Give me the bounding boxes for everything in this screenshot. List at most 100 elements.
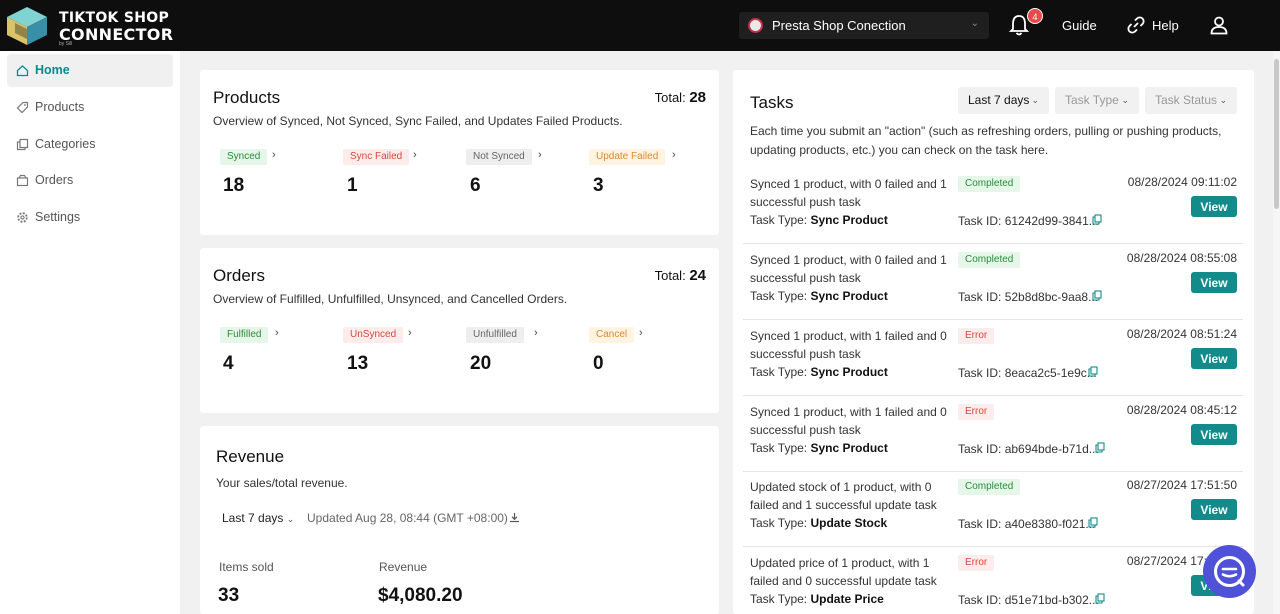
copy-icon[interactable] — [1088, 366, 1098, 377]
update-failed-tag[interactable]: Update Failed — [589, 149, 666, 165]
task-id: Task ID: 52b8d8bc-9aa8... — [958, 290, 1098, 304]
task-id: Task ID: d51e71bd-b302... — [958, 593, 1099, 607]
not-synced-count: 6 — [470, 175, 481, 196]
sync-failed-tag[interactable]: Sync Failed — [343, 149, 410, 165]
task-id: Task ID: 8eaca2c5-1e9c... — [958, 366, 1097, 380]
cancel-tag[interactable]: Cancel — [589, 327, 635, 343]
revenue-range-select[interactable]: Last 7 days ⌄ — [222, 511, 294, 525]
copy-icon[interactable] — [1088, 517, 1098, 528]
chevron-down-icon: ⌄ — [1031, 95, 1039, 105]
task-id-value: a40e8380-f021... — [1004, 517, 1096, 531]
view-button[interactable]: View — [1191, 424, 1237, 445]
products-title: Products — [213, 88, 281, 107]
orders-subtitle: Overview of Fulfilled, Unfulfilled, Unsy… — [213, 292, 568, 306]
total-label: Total: — [654, 90, 686, 105]
brand-logo[interactable]: TIKTOK SHOP CONNECTOR by Sill — [5, 5, 173, 47]
bell-icon[interactable] — [1008, 13, 1030, 37]
shop-selector-label: Presta Shop Conection — [772, 18, 906, 33]
view-button[interactable]: View — [1191, 499, 1237, 520]
copy-icon[interactable] — [1092, 290, 1102, 301]
shop-selector[interactable]: Presta Shop Conection ⌄ — [739, 12, 989, 39]
scrollbar-thumb[interactable] — [1274, 59, 1279, 209]
task-id-value: 52b8d8bc-9aa8... — [1004, 290, 1099, 304]
task-id-value: ab694bde-b71d... — [1004, 442, 1099, 456]
sidebar-item-label: Orders — [35, 173, 74, 187]
chevron-right-icon[interactable]: › — [408, 327, 412, 339]
top-bar: TIKTOK SHOP CONNECTOR by Sill Presta Sho… — [0, 0, 1280, 51]
task-id-label: Task ID: — [958, 442, 1002, 456]
help-link[interactable]: Help — [1152, 18, 1179, 33]
box-icon — [16, 174, 29, 187]
items-sold-label: Items sold — [219, 560, 274, 574]
total-label: Total: — [654, 268, 686, 283]
status-badge: Completed — [958, 252, 1021, 268]
task-date: 08/28/2024 08:55:08 — [1126, 251, 1237, 265]
chevron-down-icon: ⌄ — [1219, 95, 1227, 105]
view-button[interactable]: View — [1191, 272, 1237, 293]
sidebar-item-categories[interactable]: Categories — [7, 128, 173, 161]
task-type-label: Task Type: — [750, 441, 808, 455]
status-badge: Error — [958, 555, 995, 571]
task-row: Updated stock of 1 product, with 0 faile… — [743, 471, 1243, 547]
chevron-down-icon: ⌄ — [1121, 95, 1129, 105]
task-type-filter[interactable]: Task Type ⌄ — [1055, 87, 1139, 114]
task-row: Synced 1 product, with 0 failed and 1 su… — [743, 244, 1243, 320]
task-id: Task ID: 61242d99-3841... — [958, 214, 1099, 228]
revenue-updated: Updated Aug 28, 08:44 (GMT +08:00) — [307, 511, 508, 525]
download-icon[interactable] — [509, 512, 520, 523]
notification-badge: 4 — [1027, 8, 1043, 24]
task-description: Synced 1 product, with 1 failed and 0 su… — [750, 405, 947, 437]
orders-card: Orders Total: 24 Overview of Fulfilled, … — [200, 248, 719, 413]
chevron-right-icon[interactable]: › — [272, 149, 276, 161]
task-status-filter[interactable]: Task Status ⌄ — [1145, 87, 1237, 114]
sidebar-item-orders[interactable]: Orders — [7, 164, 173, 197]
products-total: Total: 28 — [655, 89, 706, 106]
view-button[interactable]: View — [1191, 196, 1237, 217]
copy-icon[interactable] — [1095, 593, 1105, 604]
sidebar-item-label: Settings — [35, 210, 81, 224]
chevron-right-icon[interactable]: › — [413, 149, 417, 161]
chevron-right-icon[interactable]: › — [639, 327, 643, 339]
task-id: Task ID: a40e8380-f021... — [958, 517, 1095, 531]
status-badge: Error — [958, 404, 995, 420]
task-type-label: Task Type: — [750, 289, 808, 303]
gear-icon — [17, 212, 28, 223]
chevron-right-icon[interactable]: › — [275, 327, 279, 339]
chat-button[interactable] — [1203, 545, 1256, 598]
chevron-right-icon[interactable]: › — [534, 327, 538, 339]
chevron-down-icon: ⌄ — [286, 514, 295, 524]
task-type: Task Type: Update Stock — [750, 516, 887, 530]
sidebar: Home Products Categories Orders Settings — [0, 51, 180, 614]
total-value: 24 — [689, 267, 706, 284]
task-id-label: Task ID: — [958, 517, 1002, 531]
status-badge: Completed — [958, 176, 1021, 192]
unfulfilled-tag[interactable]: Unfulfilled — [466, 327, 524, 343]
brand-line-1: TIKTOK SHOP — [59, 10, 170, 26]
chevron-right-icon[interactable]: › — [538, 149, 542, 161]
sidebar-item-settings[interactable]: Settings — [7, 201, 173, 234]
copy-icon[interactable] — [1095, 442, 1105, 453]
sidebar-item-products[interactable]: Products — [7, 91, 173, 124]
sidebar-item-home[interactable]: Home — [7, 54, 173, 87]
unsynced-count: 13 — [347, 353, 369, 374]
link-icon[interactable] — [1127, 16, 1145, 34]
brand-line-2: CONNECTOR — [59, 25, 174, 44]
copy-icon[interactable] — [1092, 214, 1102, 225]
synced-count: 18 — [223, 175, 245, 196]
date-range-filter[interactable]: Last 7 days ⌄ — [958, 87, 1049, 114]
task-type: Task Type: Sync Product — [750, 213, 888, 227]
synced-tag[interactable]: Synced — [220, 149, 268, 165]
view-button[interactable]: View — [1191, 348, 1237, 369]
not-synced-tag[interactable]: Not Synced — [466, 149, 532, 165]
guide-link[interactable]: Guide — [1062, 18, 1097, 33]
task-type: Task Type: Sync Product — [750, 365, 888, 379]
fulfilled-tag[interactable]: Fulfilled — [220, 327, 269, 343]
task-type-value: Update Price — [810, 592, 884, 606]
unsynced-tag[interactable]: UnSynced — [343, 327, 404, 343]
page-scrollbar[interactable] — [1273, 51, 1280, 614]
chevron-right-icon[interactable]: › — [672, 149, 676, 161]
sidebar-item-label: Categories — [35, 137, 96, 151]
revenue-subtitle: Your sales/total revenue. — [216, 476, 348, 490]
chat-icon — [1214, 556, 1245, 587]
user-icon[interactable] — [1209, 15, 1229, 35]
